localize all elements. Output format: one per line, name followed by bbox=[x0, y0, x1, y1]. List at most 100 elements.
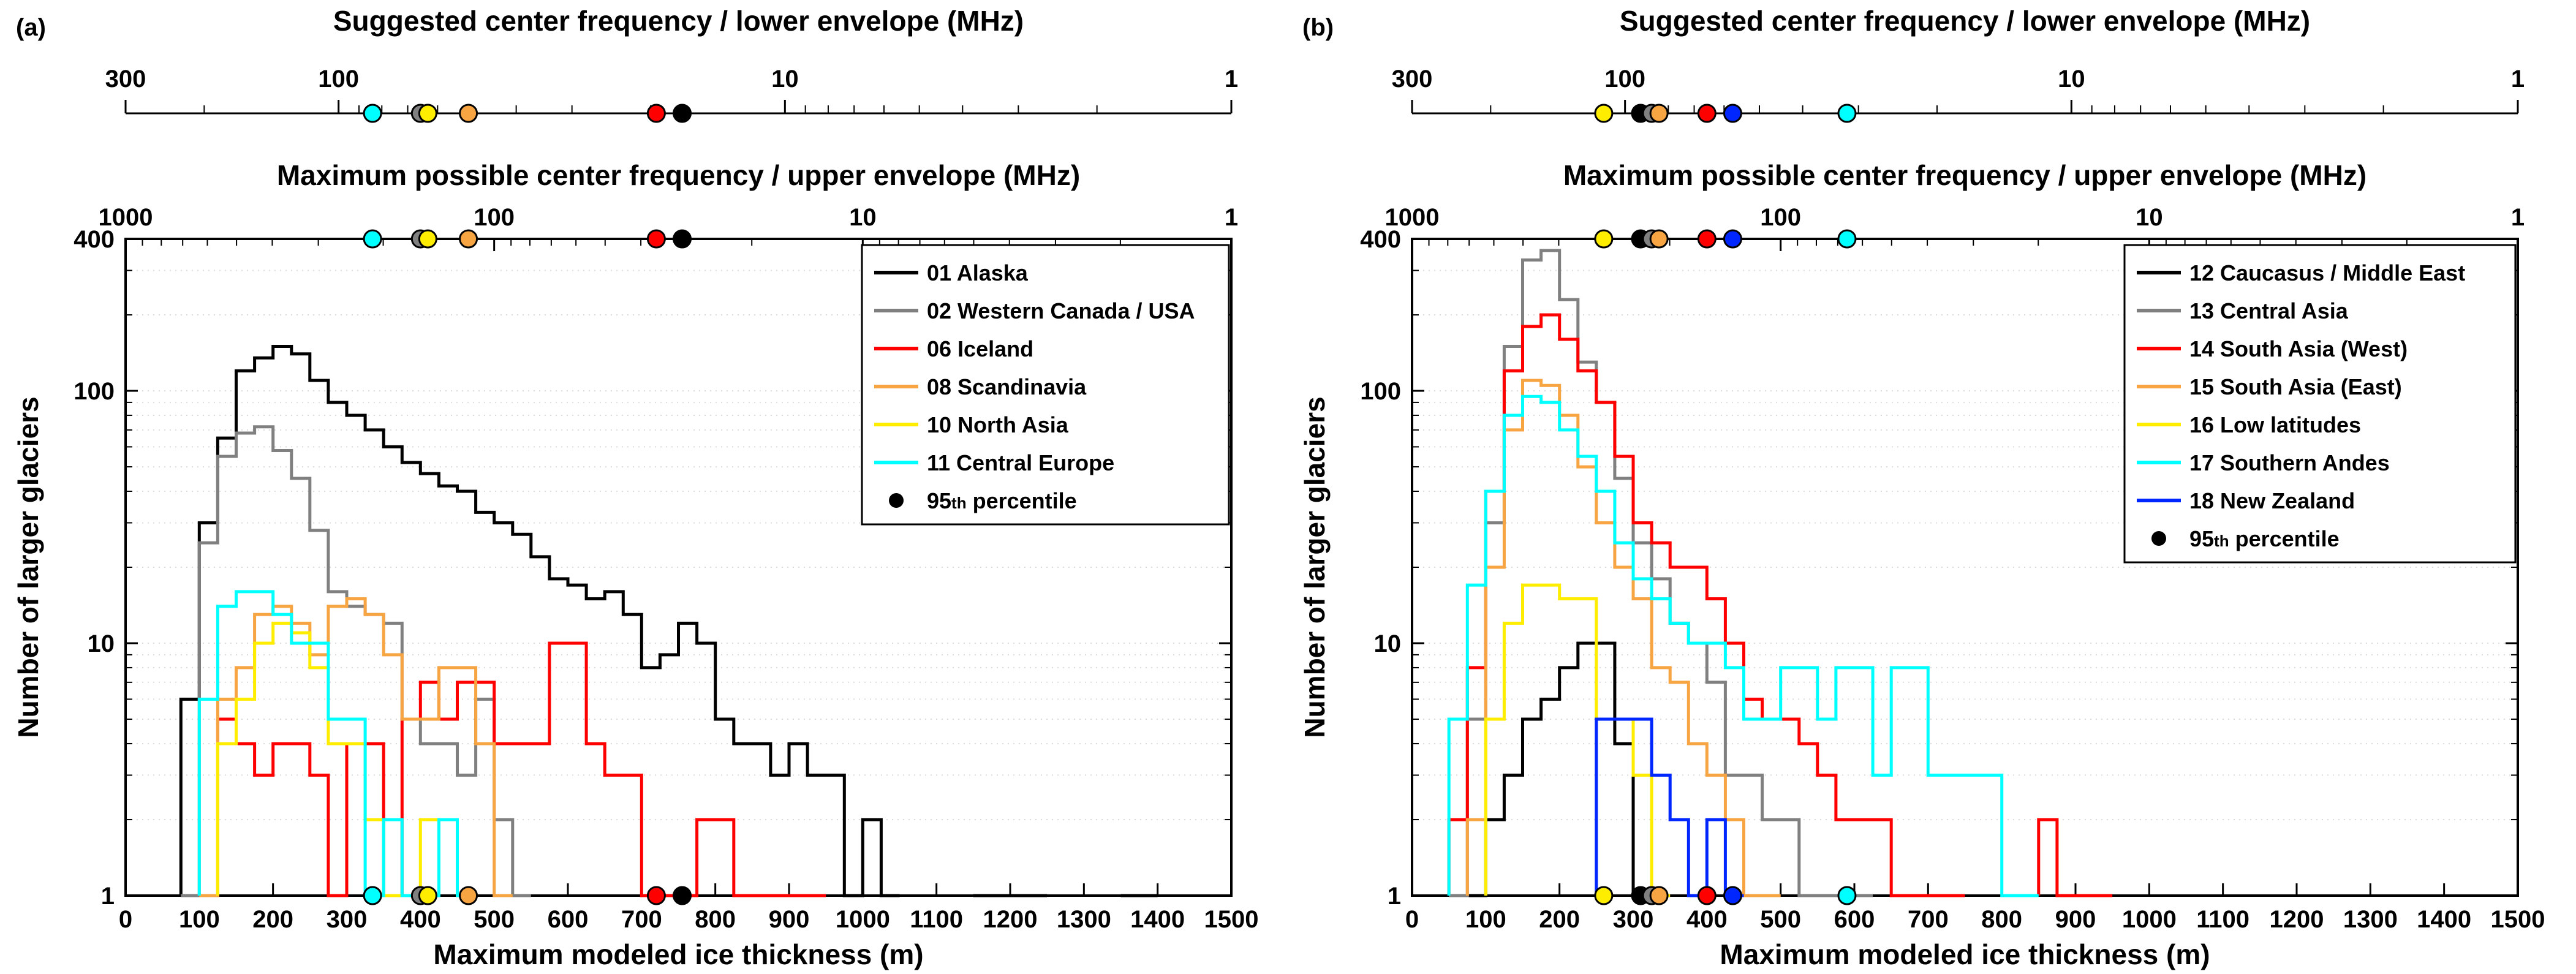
upper-axis-tick-label: 100 bbox=[474, 204, 515, 231]
x-tick-label: 600 bbox=[548, 906, 589, 933]
x-tick-label: 700 bbox=[621, 906, 662, 933]
lower-axis-tick-label: 300 bbox=[105, 66, 146, 92]
series-13-central-asia bbox=[1449, 249, 1873, 897]
y-tick-label: 400 bbox=[1360, 226, 1401, 253]
upper-envelope-axis-title: Maximum possible center frequency / uppe… bbox=[1563, 159, 2366, 191]
series-02-western-canada-usa bbox=[181, 425, 531, 897]
y-tick-label: 100 bbox=[1360, 378, 1401, 405]
x-tick-label: 200 bbox=[1539, 906, 1580, 933]
x-tick-label: 100 bbox=[1465, 906, 1506, 933]
upper-axis-tick-label: 100 bbox=[1760, 204, 1801, 231]
series-08-scandinavia bbox=[199, 597, 513, 897]
p95-dot-top-11-central-europe bbox=[363, 229, 382, 249]
lower-axis-tick-label: 10 bbox=[2058, 66, 2085, 92]
p95-dot-bottom-06-iceland bbox=[646, 886, 666, 905]
y-tick-label: 10 bbox=[1374, 630, 1402, 657]
legend-label-95th-percentile: 95th percentile bbox=[2189, 526, 2340, 551]
x-tick-label: 0 bbox=[119, 906, 132, 933]
p95-dot-top-17-southern-andes bbox=[1837, 229, 1857, 249]
x-tick-label: 1300 bbox=[2343, 906, 2398, 933]
lower-envelope-axis: 300 100 10 1 bbox=[1392, 66, 2525, 123]
lower-axis-tick-label: 300 bbox=[1392, 66, 1433, 92]
p95-dot-lower-18-new-zealand bbox=[1723, 104, 1742, 123]
lower-axis-tick-label: 100 bbox=[318, 66, 359, 92]
upper-axis-tick-label: 1000 bbox=[1385, 204, 1440, 231]
x-tick-label: 800 bbox=[1981, 906, 2022, 933]
legend-label-02-western-canada-usa: 02 Western Canada / USA bbox=[927, 298, 1195, 323]
lower-axis-tick-label: 10 bbox=[771, 66, 799, 92]
y-axis: 1 10 100 400 bbox=[74, 226, 1231, 910]
x-tick-label: 1000 bbox=[836, 906, 890, 933]
legend-label-15-south-asia-east: 15 South Asia (East) bbox=[2189, 374, 2402, 399]
lower-axis-tick-label: 100 bbox=[1604, 66, 1645, 92]
x-tick-label: 1400 bbox=[2417, 906, 2471, 933]
p95-dot-top-15-south-asia-east bbox=[1649, 229, 1669, 249]
p95-dot-bottom-08-scandinavia bbox=[459, 886, 478, 905]
legend: 01 Alaska 02 Western Canada / USA 06 Icela… bbox=[861, 244, 1230, 526]
series-14-south-asia-west bbox=[1447, 313, 2113, 897]
x-tick-label: 500 bbox=[1760, 906, 1801, 933]
p95-dot-top-10-north-asia bbox=[418, 229, 437, 249]
p95-dot-lower-14-south-asia-west bbox=[1697, 104, 1717, 123]
chart-svg: (a) Suggested center frequency / lower en… bbox=[12, 5, 1259, 970]
upper-axis-tick-label: 1 bbox=[1225, 204, 1238, 231]
p95-dot-bottom-01-alaska bbox=[673, 886, 692, 905]
x-tick-label: 1500 bbox=[2491, 906, 2545, 933]
p95-dot-bottom-11-central-europe bbox=[363, 886, 382, 905]
x-tick-label: 1100 bbox=[910, 906, 963, 933]
y-tick-label: 10 bbox=[88, 630, 115, 657]
p95-dot-bottom-16-low-latitudes bbox=[1594, 886, 1614, 905]
p95-dot-bottom-10-north-asia bbox=[418, 886, 437, 905]
p95-dot-top-01-alaska bbox=[673, 229, 692, 249]
p95-dot-top-18-new-zealand bbox=[1723, 229, 1742, 249]
upper-axis-tick-label: 1 bbox=[2511, 204, 2525, 231]
x-tick-label: 900 bbox=[769, 906, 810, 933]
p95-dot-bottom-15-south-asia-east bbox=[1649, 886, 1669, 905]
x-tick-label: 800 bbox=[695, 906, 736, 933]
legend-label-11-central-europe: 11 Central Europe bbox=[927, 450, 1114, 475]
series-01-alaska bbox=[179, 345, 1158, 897]
x-tick-label: 1100 bbox=[2196, 906, 2249, 933]
panel-label: (b) bbox=[1302, 14, 1334, 41]
x-axis: 0 100 200 300 400 500 600 700 800 900 1000 1100 1200… bbox=[119, 883, 1259, 933]
lower-envelope-axis-title: Suggested center frequency / lower envel… bbox=[1620, 5, 2310, 37]
x-tick-label: 1000 bbox=[2122, 906, 2177, 933]
x-axis: 0 100 200 300 400 500 600 700 800 900 1000 1100 1200… bbox=[1405, 883, 2545, 933]
legend-label-16-low-latitudes: 16 Low latitudes bbox=[2189, 412, 2361, 437]
x-tick-label: 1500 bbox=[1204, 906, 1259, 933]
p95-dot-lower-11-central-europe bbox=[363, 104, 382, 123]
x-tick-label: 600 bbox=[1834, 906, 1875, 933]
series-12-caucasus-middle-east bbox=[1467, 641, 1671, 897]
lower-envelope-axis-title: Suggested center frequency / lower envel… bbox=[333, 5, 1024, 37]
p95-dot-bottom-18-new-zealand bbox=[1723, 886, 1742, 905]
p95-dot-lower-01-alaska bbox=[673, 104, 692, 123]
legend-label-10-north-asia: 10 North Asia bbox=[927, 412, 1069, 437]
x-tick-label: 1200 bbox=[983, 906, 1038, 933]
x-axis-label: Maximum modeled ice thickness (m) bbox=[1720, 938, 2210, 970]
series-06-iceland bbox=[199, 641, 826, 897]
chart-svg: (b) Suggested center frequency / lower en… bbox=[1299, 5, 2545, 970]
upper-axis-ticks bbox=[1411, 239, 2519, 251]
p95-dot-top-06-iceland bbox=[646, 229, 666, 249]
p95-dot-lower-15-south-asia-east bbox=[1649, 104, 1669, 123]
legend-label-18-new-zealand: 18 New Zealand bbox=[2189, 488, 2355, 513]
lower-envelope-axis: 300 100 10 1 bbox=[105, 66, 1238, 123]
x-tick-label: 700 bbox=[1908, 906, 1949, 933]
x-tick-label: 1300 bbox=[1057, 906, 1111, 933]
p95-dot-lower-06-iceland bbox=[646, 104, 666, 123]
series-18-new-zealand bbox=[1595, 717, 1744, 897]
y-tick-label: 1 bbox=[1388, 883, 1401, 910]
y-axis-label: Number of larger glaciers bbox=[12, 396, 44, 738]
lower-axis-tick-label: 1 bbox=[2511, 66, 2525, 92]
x-axis-label: Maximum modeled ice thickness (m) bbox=[433, 938, 923, 970]
panel-label: (a) bbox=[16, 14, 46, 41]
series-17-southern-andes bbox=[1447, 395, 2039, 897]
upper-envelope-axis-title: Maximum possible center frequency / uppe… bbox=[277, 159, 1080, 191]
p95-dot-bottom-17-southern-andes bbox=[1837, 886, 1857, 905]
p95-dot-top-08-scandinavia bbox=[459, 229, 478, 249]
p95-dot-lower-16-low-latitudes bbox=[1594, 104, 1614, 123]
x-tick-label: 400 bbox=[1686, 906, 1728, 933]
x-tick-label: 900 bbox=[2055, 906, 2096, 933]
p95-dot-lower-17-southern-andes bbox=[1837, 104, 1857, 123]
